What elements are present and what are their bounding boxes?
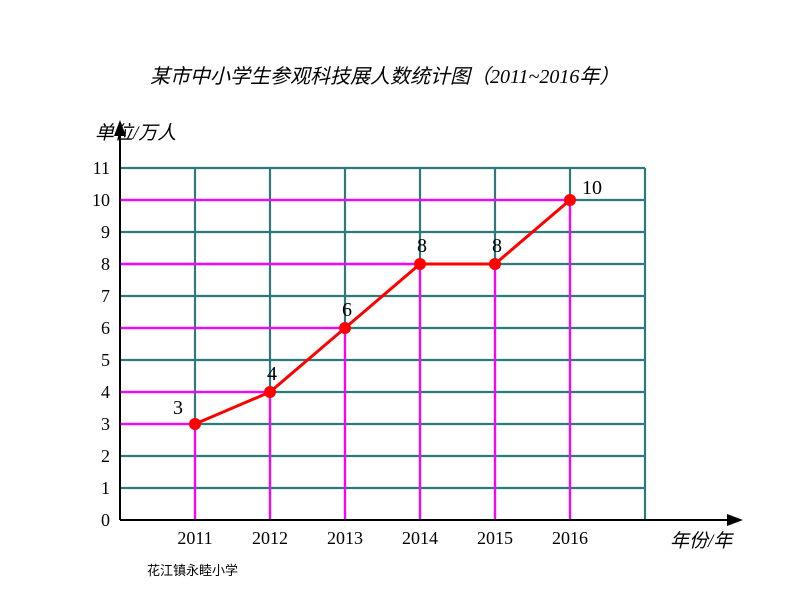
data-point: [339, 322, 351, 334]
y-tick-label: 11: [93, 158, 110, 178]
point-label: 8: [417, 235, 427, 257]
point-label: 8: [492, 235, 502, 257]
y-tick-label: 9: [101, 222, 110, 242]
y-tick-label: 6: [101, 318, 110, 338]
y-tick-label: 10: [92, 190, 110, 210]
data-point: [489, 258, 501, 270]
data-point: [414, 258, 426, 270]
point-label: 6: [342, 299, 352, 321]
y-tick-label: 2: [101, 446, 110, 466]
point-label: 3: [173, 397, 183, 419]
y-tick-label: 3: [101, 414, 110, 434]
y-tick-label: 0: [101, 510, 110, 530]
x-tick-label: 2016: [552, 528, 588, 548]
chart-canvas: 某市中小学生参观科技展人数统计图（2011~2016年） 单位/万人 年份/年 …: [0, 0, 794, 596]
chart-svg: 3 4 6 8 8 10 0 1 2 3 4 5 6 7 8 9 10 11 2011 2012 2013 2014 201…: [0, 0, 794, 596]
x-tick-label: 2012: [252, 528, 288, 548]
y-tick-label: 7: [101, 286, 110, 306]
data-point: [264, 386, 276, 398]
y-tick-label: 5: [101, 350, 110, 370]
x-tick-label: 2015: [477, 528, 513, 548]
data-point: [189, 418, 201, 430]
x-tick-label: 2014: [402, 528, 438, 548]
x-tick-label: 2011: [177, 528, 212, 548]
x-axis-arrow: [727, 514, 743, 526]
data-line: [195, 200, 570, 424]
data-point: [564, 194, 576, 206]
y-axis-arrow: [114, 120, 126, 136]
y-tick-label: 4: [101, 382, 110, 402]
point-label: 4: [267, 363, 277, 385]
x-tick-label: 2013: [327, 528, 363, 548]
y-tick-label: 8: [101, 254, 110, 274]
y-tick-label: 1: [101, 478, 110, 498]
point-label: 10: [582, 177, 602, 199]
